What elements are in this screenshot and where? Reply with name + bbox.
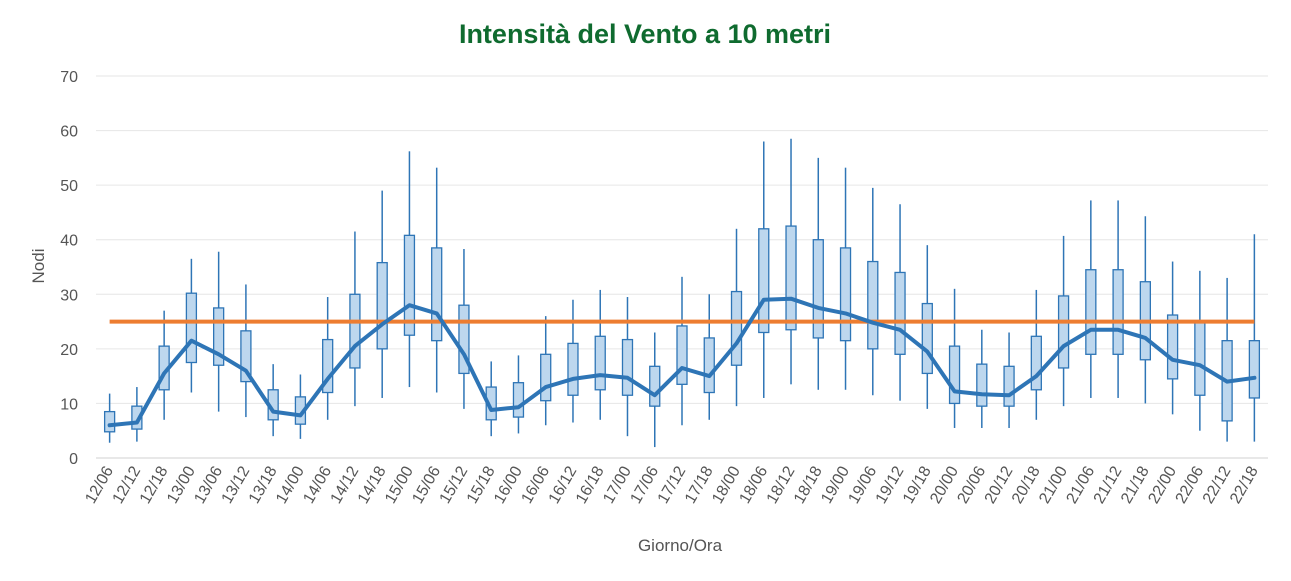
box [676, 325, 688, 385]
box [730, 290, 743, 366]
box [785, 225, 797, 331]
box [1030, 335, 1042, 391]
box [458, 304, 470, 375]
box [894, 271, 906, 355]
box [322, 338, 334, 394]
box [703, 337, 715, 394]
box [976, 363, 988, 407]
y-tick-label: 60 [60, 124, 78, 141]
box [431, 247, 443, 342]
y-tick-label: 10 [60, 396, 78, 413]
box [1112, 269, 1124, 355]
box [649, 365, 661, 407]
box [349, 293, 361, 369]
box [921, 302, 933, 375]
y-tick-label: 20 [60, 342, 78, 359]
box [867, 260, 879, 350]
box [1057, 295, 1070, 369]
box [1248, 340, 1261, 399]
x-axis-ticks: 12/0612/1212/1813/0013/0613/1213/1814/00… [82, 463, 1262, 506]
mean-line-group [107, 296, 1257, 428]
y-axis-ticks: 0 10 20 30 40 50 60 70 [60, 69, 78, 468]
chart-title: Intensità del Vento a 10 metri [459, 19, 831, 49]
box [1166, 314, 1179, 380]
box [758, 228, 770, 334]
box [1003, 365, 1015, 407]
box [948, 345, 961, 405]
box [240, 330, 252, 383]
box [1085, 269, 1097, 355]
box [567, 342, 579, 396]
box [403, 234, 416, 336]
box [376, 261, 388, 350]
y-tick-label: 40 [60, 233, 78, 250]
box [213, 307, 225, 366]
box [185, 292, 198, 364]
box [103, 410, 116, 433]
box [812, 239, 824, 339]
box [621, 338, 634, 396]
box [1194, 320, 1206, 396]
box [839, 247, 852, 342]
y-axis-title: Nodi [29, 249, 48, 284]
mean-line [107, 296, 1257, 428]
y-tick-label: 0 [69, 451, 78, 468]
x-axis-title: Giorno/Ora [638, 536, 723, 555]
y-tick-label: 50 [60, 178, 78, 195]
x-tick-label: 22/18 [1227, 463, 1262, 506]
box [512, 382, 525, 418]
box [540, 353, 552, 402]
box [594, 335, 606, 391]
y-tick-label: 30 [60, 287, 78, 304]
y-tick-label: 70 [60, 69, 78, 86]
